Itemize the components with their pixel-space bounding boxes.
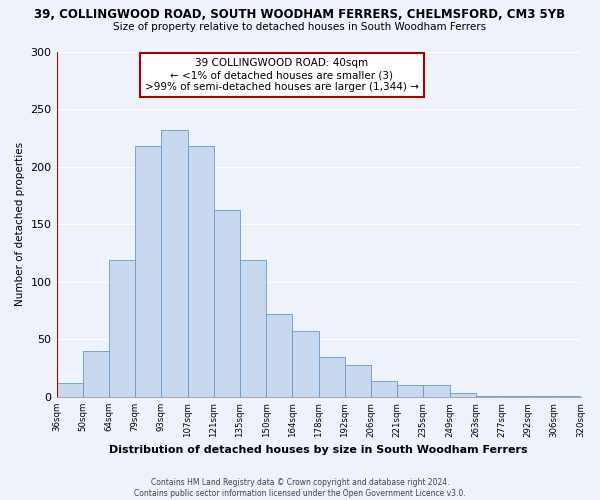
Bar	[397, 386, 424, 397]
Text: 39, COLLINGWOOD ROAD, SOUTH WOODHAM FERRERS, CHELMSFORD, CM3 5YB: 39, COLLINGWOOD ROAD, SOUTH WOODHAM FERR…	[34, 8, 566, 20]
Text: Contains HM Land Registry data © Crown copyright and database right 2024.
Contai: Contains HM Land Registry data © Crown c…	[134, 478, 466, 498]
Bar	[214, 210, 240, 397]
Bar	[266, 314, 292, 397]
Bar	[528, 396, 554, 397]
Bar	[56, 383, 83, 397]
Bar	[161, 130, 188, 397]
Bar	[240, 260, 266, 397]
Bar	[424, 386, 449, 397]
Bar	[554, 396, 580, 397]
Bar	[83, 351, 109, 397]
Bar	[345, 364, 371, 397]
Bar	[319, 356, 345, 397]
Bar	[449, 394, 476, 397]
Bar	[135, 146, 161, 397]
Bar	[292, 332, 319, 397]
Y-axis label: Number of detached properties: Number of detached properties	[15, 142, 25, 306]
Bar	[188, 146, 214, 397]
Text: Size of property relative to detached houses in South Woodham Ferrers: Size of property relative to detached ho…	[113, 22, 487, 32]
Bar	[476, 396, 502, 397]
Bar	[502, 396, 528, 397]
Bar	[371, 381, 397, 397]
Text: 39 COLLINGWOOD ROAD: 40sqm
← <1% of detached houses are smaller (3)
>99% of semi: 39 COLLINGWOOD ROAD: 40sqm ← <1% of deta…	[145, 58, 419, 92]
Bar	[109, 260, 135, 397]
X-axis label: Distribution of detached houses by size in South Woodham Ferrers: Distribution of detached houses by size …	[109, 445, 528, 455]
